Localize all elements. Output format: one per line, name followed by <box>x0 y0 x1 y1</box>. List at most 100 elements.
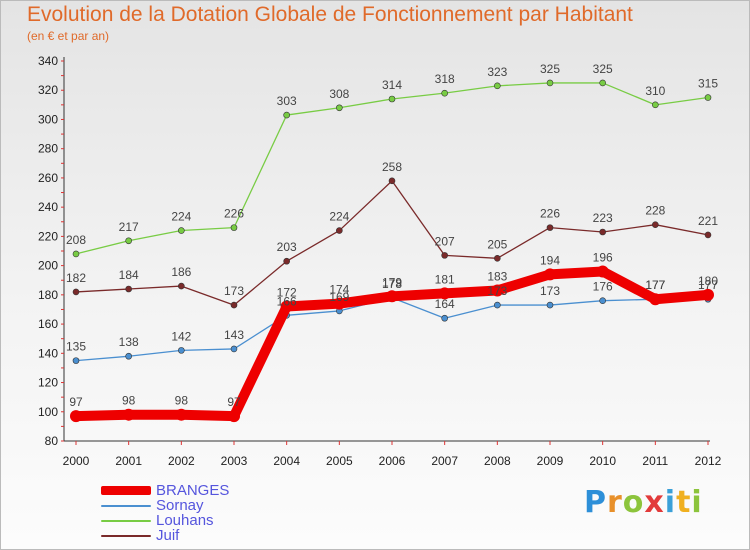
data-label-juif: 186 <box>171 265 191 279</box>
data-label-louhans: 325 <box>540 62 560 76</box>
data-label-sornay: 166 <box>277 294 297 308</box>
data-label-branges: 172 <box>277 286 297 300</box>
x-tick-label: 2003 <box>221 454 248 468</box>
legend-label: Louhans <box>156 512 214 529</box>
x-tick-label: 2005 <box>326 454 353 468</box>
data-label-sornay: 143 <box>224 328 244 342</box>
data-point-branges <box>386 290 398 303</box>
y-tick-label: 80 <box>45 434 59 448</box>
data-point-louhans <box>388 95 396 103</box>
y-tick-label: 100 <box>38 405 58 419</box>
legend-swatch <box>101 535 151 537</box>
data-label-louhans: 315 <box>698 77 718 91</box>
data-point-louhans <box>336 104 343 112</box>
data-label-louhans: 310 <box>645 84 665 98</box>
data-label-branges: 194 <box>540 253 560 267</box>
legend-item-louhans: Louhans <box>101 513 301 528</box>
x-tick-label: 2004 <box>273 454 300 468</box>
data-point-branges <box>280 300 293 313</box>
data-point-sornay <box>441 314 448 322</box>
data-label-branges: 180 <box>698 274 718 288</box>
data-point-juif <box>494 255 501 262</box>
y-tick-label: 200 <box>38 259 58 273</box>
data-label-louhans: 224 <box>171 210 191 224</box>
y-tick-label: 300 <box>38 112 58 126</box>
legend-item-sornay: Sornay <box>101 498 301 513</box>
data-point-juif <box>546 224 554 231</box>
data-label-sornay: 178 <box>382 277 402 291</box>
data-label-branges: 98 <box>175 394 189 408</box>
data-point-sornay <box>599 297 606 304</box>
data-point-branges <box>702 288 714 301</box>
data-point-louhans <box>599 79 606 87</box>
data-point-louhans <box>178 227 185 234</box>
x-tick-label: 2007 <box>431 454 458 468</box>
data-label-branges: 181 <box>435 272 455 286</box>
data-label-sornay: 177 <box>645 278 665 292</box>
data-label-branges: 183 <box>487 269 507 283</box>
data-point-juif <box>283 257 290 265</box>
x-tick-label: 2006 <box>379 454 406 468</box>
data-label-juif: 223 <box>593 211 613 225</box>
data-point-louhans <box>230 224 238 231</box>
x-tick-label: 2008 <box>484 454 511 468</box>
data-point-juif <box>336 227 343 234</box>
data-point-juif <box>230 301 238 309</box>
data-point-branges <box>438 287 451 300</box>
x-tick-label: 2011 <box>642 454 668 468</box>
x-tick-label: 2010 <box>589 454 616 468</box>
data-point-branges <box>175 408 188 421</box>
data-point-sornay <box>230 345 238 353</box>
data-label-juif: 184 <box>119 268 139 282</box>
data-label-sornay: 138 <box>119 335 139 349</box>
data-point-branges <box>649 293 662 306</box>
data-point-sornay <box>72 357 80 364</box>
data-label-juif: 258 <box>382 160 402 174</box>
data-point-juif <box>599 228 606 236</box>
data-label-branges: 98 <box>122 394 136 408</box>
line-chart: 80 100 120 140 160 180 200 220 240 260 280 300 320 34… <box>38 54 722 468</box>
data-label-branges: 196 <box>593 250 613 264</box>
data-label-juif: 203 <box>277 240 297 254</box>
data-label-juif: 226 <box>540 207 560 221</box>
data-label-branges: 97 <box>227 395 241 409</box>
data-point-louhans <box>72 250 80 258</box>
legend-label: Sornay <box>156 497 204 514</box>
y-tick-label: 260 <box>38 171 58 185</box>
data-point-branges <box>228 410 240 423</box>
data-label-sornay: 135 <box>66 340 86 354</box>
data-label-juif: 182 <box>66 271 86 285</box>
data-label-sornay: 164 <box>435 297 455 311</box>
data-label-louhans: 226 <box>224 207 244 221</box>
data-point-branges <box>491 284 504 297</box>
data-label-louhans: 318 <box>435 72 455 86</box>
data-point-sornay <box>546 301 554 309</box>
data-label-juif: 173 <box>224 284 244 298</box>
legend-label: Juif <box>156 527 180 544</box>
data-point-louhans <box>441 89 448 97</box>
legend-swatch <box>101 520 151 522</box>
data-label-sornay: 169 <box>329 290 349 304</box>
data-label-sornay: 142 <box>171 329 191 343</box>
y-tick-label: 140 <box>38 346 58 360</box>
legend-swatch <box>101 486 151 495</box>
data-label-louhans: 303 <box>277 94 297 108</box>
legend-item-branges: BRANGES <box>101 483 301 498</box>
data-label-juif: 207 <box>435 234 455 248</box>
x-tick-label: 2012 <box>695 454 722 468</box>
data-point-juif <box>125 285 132 293</box>
data-point-juif <box>72 288 80 296</box>
data-point-juif <box>388 177 396 185</box>
data-label-branges: 174 <box>329 283 349 297</box>
data-label-sornay: 177 <box>698 278 718 292</box>
y-tick-label: 320 <box>38 83 58 97</box>
legend-label: BRANGES <box>156 482 230 499</box>
data-point-louhans <box>652 101 659 109</box>
data-label-juif: 221 <box>698 214 718 228</box>
y-tick-label: 280 <box>38 142 58 156</box>
data-label-louhans: 208 <box>66 233 86 247</box>
data-point-juif <box>704 231 712 239</box>
data-label-branges: 177 <box>645 278 665 292</box>
data-point-branges <box>596 265 609 278</box>
data-point-sornay <box>178 347 185 354</box>
